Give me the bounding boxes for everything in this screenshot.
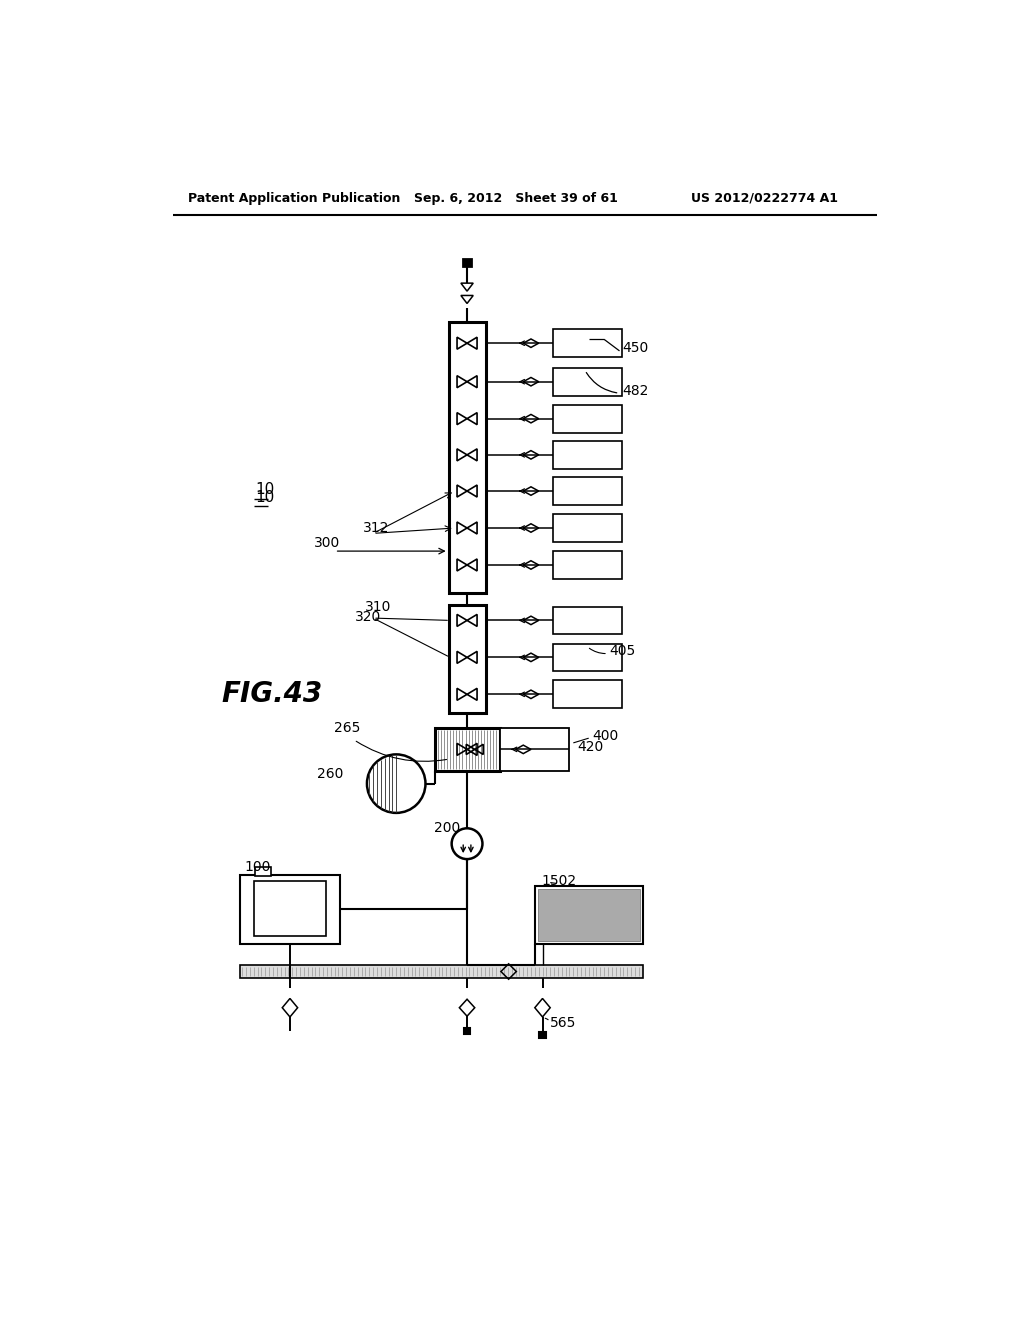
- Bar: [553, 644, 622, 671]
- Text: 310: 310: [365, 599, 391, 614]
- Bar: [450, 605, 486, 713]
- Text: 420: 420: [578, 739, 603, 754]
- Bar: [553, 368, 622, 396]
- Circle shape: [452, 829, 482, 859]
- Bar: [254, 880, 326, 936]
- Bar: [553, 607, 622, 635]
- Bar: [535, 886, 643, 944]
- Text: 10: 10: [255, 482, 274, 498]
- Text: 482: 482: [622, 384, 648, 397]
- Bar: [500, 729, 569, 771]
- Text: FIG.43: FIG.43: [221, 680, 323, 708]
- Text: 265: 265: [334, 721, 360, 735]
- Text: 320: 320: [355, 610, 382, 624]
- Bar: [435, 729, 500, 771]
- Text: 300: 300: [313, 536, 340, 550]
- Text: 1502: 1502: [541, 874, 577, 887]
- Bar: [463, 259, 471, 267]
- Bar: [450, 322, 486, 594]
- Text: 450: 450: [622, 341, 648, 355]
- Bar: [553, 552, 622, 578]
- Bar: [464, 1028, 470, 1034]
- Bar: [553, 478, 622, 506]
- Text: 200: 200: [434, 821, 460, 836]
- Text: 312: 312: [364, 521, 389, 535]
- Text: 10: 10: [255, 490, 274, 504]
- Text: 565: 565: [550, 1016, 577, 1030]
- Text: 400: 400: [593, 729, 618, 743]
- Text: Patent Application Publication: Patent Application Publication: [188, 191, 400, 205]
- Bar: [553, 330, 622, 358]
- Text: US 2012/0222774 A1: US 2012/0222774 A1: [691, 191, 838, 205]
- Bar: [255, 867, 270, 876]
- Circle shape: [367, 755, 425, 813]
- Bar: [538, 890, 640, 941]
- Bar: [540, 1032, 546, 1038]
- Bar: [553, 515, 622, 543]
- Text: Sep. 6, 2012   Sheet 39 of 61: Sep. 6, 2012 Sheet 39 of 61: [414, 191, 617, 205]
- Text: 100: 100: [245, 859, 271, 874]
- Bar: [553, 405, 622, 433]
- Bar: [553, 681, 622, 708]
- Text: 260: 260: [316, 767, 343, 781]
- Bar: [553, 441, 622, 469]
- Bar: [240, 965, 643, 978]
- Bar: [240, 874, 340, 944]
- Text: 405: 405: [609, 644, 636, 659]
